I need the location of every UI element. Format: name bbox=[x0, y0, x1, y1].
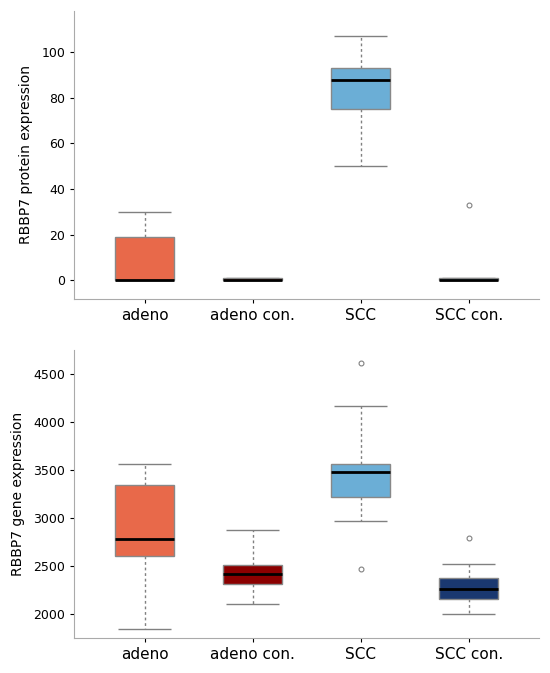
Y-axis label: RBBP7 protein expression: RBBP7 protein expression bbox=[19, 65, 33, 244]
Bar bbox=[223, 565, 282, 584]
Bar bbox=[331, 68, 390, 109]
Bar bbox=[439, 278, 498, 281]
Bar bbox=[115, 237, 174, 281]
Bar bbox=[331, 464, 390, 497]
Bar bbox=[223, 278, 282, 281]
Bar bbox=[115, 485, 174, 557]
Bar bbox=[439, 579, 498, 598]
Y-axis label: RBBP7 gene expression: RBBP7 gene expression bbox=[11, 412, 25, 576]
